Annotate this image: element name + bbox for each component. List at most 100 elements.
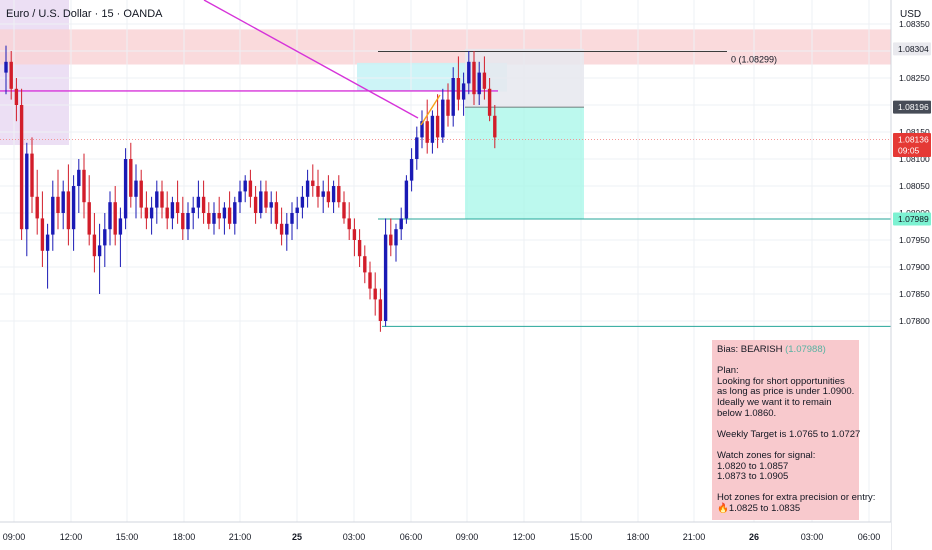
candle-body	[139, 180, 143, 208]
candle-body	[363, 256, 367, 273]
note-overlapped-price-label: (1.07988)	[782, 344, 826, 355]
candle-body	[389, 234, 393, 246]
symbol-title[interactable]: Euro / U.S. Dollar · 15 · OANDA	[6, 8, 163, 20]
price-axis[interactable]: 1.083501.083001.082501.082001.081501.081…	[890, 0, 932, 550]
candle-body	[316, 186, 320, 197]
price-tick-label: 1.08150	[899, 127, 930, 137]
candle-body	[321, 191, 325, 197]
candle-body	[290, 213, 294, 224]
candle-body	[77, 169, 81, 186]
candle-body	[56, 196, 60, 213]
candle-body	[404, 180, 409, 219]
candle-body	[430, 115, 435, 143]
candle-body	[227, 207, 232, 224]
candle-body	[399, 218, 403, 230]
price-tick-label: 1.08050	[899, 181, 930, 191]
time-tick-label: 03:00	[343, 532, 366, 542]
candle-body	[264, 191, 268, 208]
candle-body	[222, 207, 227, 219]
note-line-text: 1.0820 to 1.0857	[717, 460, 789, 472]
candle-body	[357, 240, 362, 257]
target-price-tag-box	[893, 212, 931, 226]
candle-body	[108, 202, 112, 230]
candle-body	[482, 72, 487, 89]
time-tick-label: 25	[292, 532, 302, 542]
note-line-text: 1.0873 to 1.0905	[717, 471, 789, 483]
candle-body	[456, 78, 461, 100]
price-tick-label: 1.08250	[899, 73, 930, 83]
fib-zero-label: 0 (1.08299)	[731, 55, 777, 65]
candle-body	[477, 72, 481, 95]
entry-price-tag-box	[893, 100, 931, 114]
candle-body	[373, 288, 377, 300]
candle-body	[212, 213, 216, 224]
note-line: Plan:	[717, 365, 854, 377]
candle-body	[409, 159, 414, 181]
candle-body	[191, 207, 195, 213]
note-line-text: Ideally we want it to remain	[717, 396, 832, 408]
note-line-text: Watch zones for signal:	[717, 449, 816, 461]
note-line: 1.0820 to 1.0857	[717, 460, 854, 473]
candle-body	[248, 180, 253, 197]
time-tick-label: 21:00	[229, 532, 252, 542]
candle-body	[441, 99, 445, 138]
candle-body	[71, 186, 76, 230]
candle-body	[207, 213, 211, 224]
candle-body	[4, 61, 8, 73]
time-tick-label: 15:00	[116, 532, 139, 542]
time-tick-label: 06:00	[400, 532, 423, 542]
candle-body	[40, 218, 45, 251]
candle-body	[394, 229, 398, 246]
candle-body	[274, 202, 279, 224]
note-line: Weekly Target is 1.0765 to 1.0727	[717, 429, 860, 441]
background-layer	[0, 0, 891, 145]
candle-body	[113, 202, 117, 235]
candle-body	[233, 202, 237, 224]
time-tick-label: 12:00	[513, 532, 536, 542]
time-tick-label: 06:00	[858, 532, 881, 542]
candle-body	[103, 229, 107, 246]
candle-body	[295, 207, 299, 213]
candle-body	[347, 218, 351, 230]
candle-body	[9, 61, 13, 89]
stop-price-tag-value: 1.08304	[898, 44, 929, 54]
candle-body	[279, 223, 284, 235]
price-tick-label: 1.07800	[899, 316, 930, 326]
time-tick-label: 18:00	[173, 532, 196, 542]
candle-body	[181, 213, 185, 230]
trade-plan-note[interactable]: Bias: BEARISH (1.07988) Plan: Looking for …	[712, 340, 875, 520]
candle-body	[217, 213, 221, 219]
candle-body	[144, 207, 149, 219]
note-line-text: Bias: BEARISH	[717, 344, 783, 355]
candle-body	[326, 191, 331, 203]
time-tick-label: 18:00	[627, 532, 650, 542]
candle-body	[118, 218, 123, 235]
candle-body	[186, 213, 190, 230]
candle-body	[337, 186, 341, 203]
candles-layer	[4, 45, 497, 332]
overlay-drawings-layer	[203, 0, 441, 126]
candle-body	[87, 202, 91, 235]
candle-body	[92, 234, 97, 257]
time-tick-label: 26	[749, 532, 759, 542]
candle-body	[269, 202, 273, 208]
note-line: Watch zones for signal:	[717, 449, 854, 462]
candle-body	[30, 153, 34, 197]
note-line: 🔥1.0825 to 1.0835	[717, 503, 854, 515]
note-line-text: Hot zones for extra precision or entry:	[717, 492, 876, 504]
candle-body	[259, 191, 263, 213]
candle-body	[415, 137, 419, 159]
candle-body	[352, 229, 357, 240]
note-line-text: as long as price is under 1.0900.	[717, 386, 855, 398]
short-position-reward-box	[465, 107, 584, 219]
time-tick-label: 09:00	[3, 532, 26, 542]
candle-body	[25, 153, 29, 230]
candle-body	[243, 180, 247, 192]
price-tick-label: 1.08100	[899, 154, 930, 164]
time-axis-background	[0, 522, 891, 550]
time-axis[interactable]: 09:00 12:00 15:00 18:00 21:00 25 03:00 06:00 09:…	[0, 521, 891, 550]
currency-label[interactable]: USD	[900, 9, 922, 20]
last-price-tag-box	[893, 133, 931, 158]
candle-body	[378, 299, 383, 321]
